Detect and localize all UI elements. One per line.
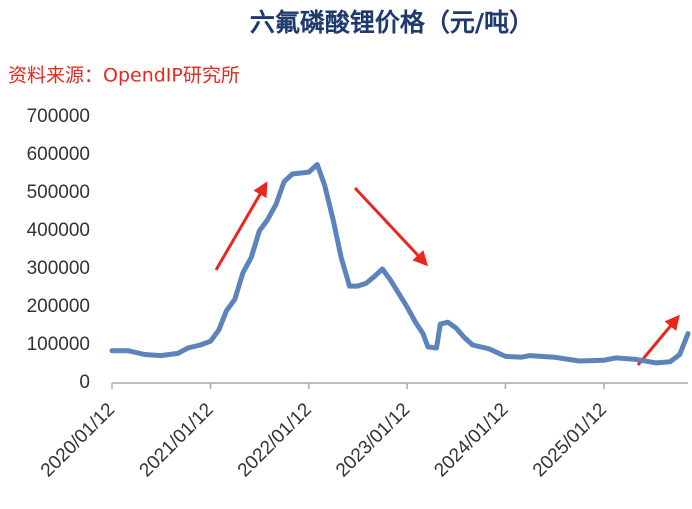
y-tick-label: 700000	[27, 106, 90, 127]
x-tick-label: 2021/01/12	[136, 399, 218, 481]
arrows	[214, 181, 680, 366]
down-arrow	[353, 186, 429, 267]
y-tick-label: 300000	[27, 258, 90, 279]
chart-title: 六氟磷酸锂价格（元/吨）	[250, 8, 534, 37]
x-tick-label: 2020/01/12	[37, 399, 119, 481]
x-tick-label: 2025/01/12	[529, 399, 611, 481]
up-arrow	[636, 314, 680, 366]
y-tick-label: 400000	[27, 220, 90, 241]
x-tick-label: 2022/01/12	[234, 399, 316, 481]
y-tick-label: 200000	[27, 296, 90, 317]
y-tick-label: 100000	[27, 334, 90, 355]
price-line	[109, 162, 691, 366]
y-tick-label: 600000	[27, 144, 90, 165]
y-tick-label: 500000	[27, 182, 90, 203]
up-arrow	[214, 181, 268, 271]
y-tick-label: 0	[79, 372, 90, 393]
source-note: 资料来源：OpendIP研究所	[8, 65, 240, 87]
x-tick-label: 2024/01/12	[430, 399, 512, 481]
x-tick-label: 2023/01/12	[332, 399, 414, 481]
